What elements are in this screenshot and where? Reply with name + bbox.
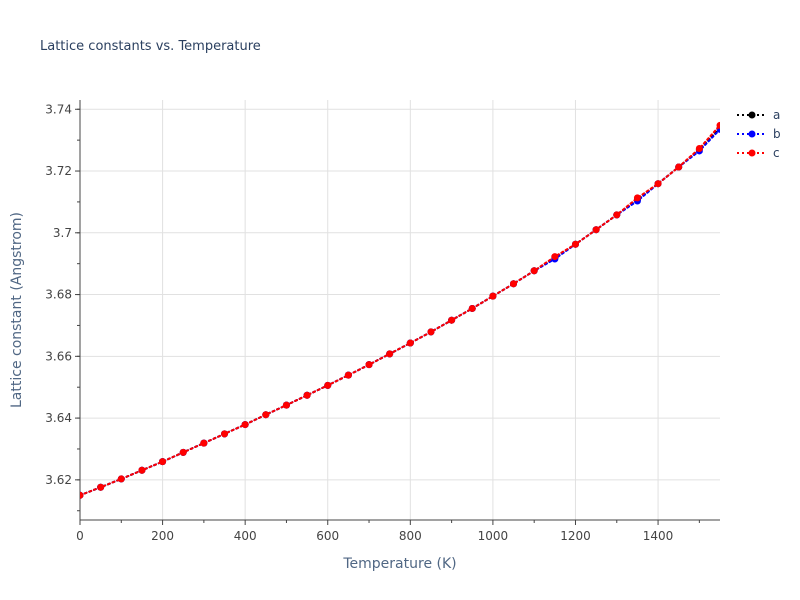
legend-label: a [773,108,780,122]
grid [80,100,720,520]
x-tick-label: 1400 [643,529,674,543]
y-tick-label: 3.64 [45,411,72,425]
legend-marker [748,111,756,119]
data-point-c[interactable] [695,144,703,152]
data-point-c[interactable] [613,211,621,219]
data-point-c[interactable] [489,292,497,300]
y-axis-title: Lattice constant (Angstrom) [9,212,25,408]
data-point-c[interactable] [530,267,538,275]
legend-item-c[interactable]: c [737,146,780,160]
data-point-c[interactable] [551,253,559,261]
chart-title: Lattice constants vs. Temperature [40,39,261,54]
data-point-c[interactable] [571,240,579,248]
y-tick-label: 3.68 [45,288,72,302]
data-point-c[interactable] [117,475,125,483]
data-point-c[interactable] [97,483,105,491]
y-tick-label: 3.7 [53,226,72,240]
y-tick-label: 3.72 [45,164,72,178]
data-point-c[interactable] [654,180,662,188]
data-point-c[interactable] [510,280,518,288]
data-point-c[interactable] [716,121,724,129]
series-line-a [80,127,720,497]
data-point-c[interactable] [427,328,435,336]
data-point-c[interactable] [179,448,187,456]
data-point-c[interactable] [200,439,208,447]
x-tick-label: 1200 [560,529,591,543]
legend-item-b[interactable]: b [737,127,781,141]
data-point-c[interactable] [468,304,476,312]
legend-label: c [773,146,780,160]
x-tick-label: 800 [399,529,422,543]
x-tick-label: 1000 [478,529,509,543]
x-axis-title: Temperature (K) [342,556,456,572]
data-point-c[interactable] [159,458,167,466]
y-tick-label: 3.74 [45,102,72,116]
legend[interactable]: abc [737,108,781,160]
data-point-c[interactable] [386,350,394,358]
y-tick-label: 3.62 [45,473,72,487]
data-point-c[interactable] [675,163,683,171]
data-point-c[interactable] [324,381,332,389]
legend-label: b [773,127,781,141]
data-point-c[interactable] [344,371,352,379]
x-tick-label: 200 [151,529,174,543]
data-point-c[interactable] [241,421,249,429]
axes: 0 200 400 600 800 1000 1200 1400 3.62 3.64 3.66 3.6… [45,100,720,543]
legend-marker [748,130,756,138]
legend-marker [748,149,756,157]
series-line-c [80,124,720,497]
y-tick-label: 3.66 [45,349,72,363]
data-point-c[interactable] [262,411,270,419]
data-point-c[interactable] [448,316,456,324]
series-line-b [80,128,720,497]
data-point-c[interactable] [303,391,311,399]
data-point-c[interactable] [282,401,290,409]
data-point-c[interactable] [592,226,600,234]
x-tick-label: 400 [234,529,257,543]
series-area [77,121,724,499]
data-point-c[interactable] [365,361,373,369]
legend-item-a[interactable]: a [737,108,780,122]
data-point-c[interactable] [221,430,229,438]
x-tick-label: 600 [316,529,339,543]
data-point-c[interactable] [138,466,146,474]
data-point-c[interactable] [77,491,84,499]
data-point-c[interactable] [633,194,641,202]
data-point-c[interactable] [406,339,414,347]
x-tick-label: 0 [76,529,84,543]
